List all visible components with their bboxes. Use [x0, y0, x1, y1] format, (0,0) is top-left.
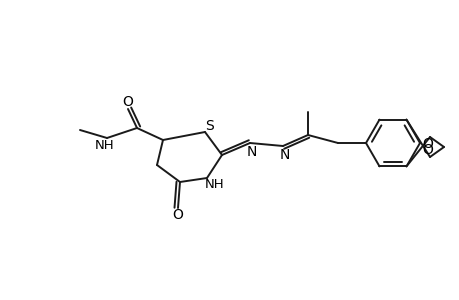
Text: S: S — [205, 119, 214, 133]
Text: O: O — [172, 208, 183, 222]
Text: O: O — [422, 137, 432, 151]
Text: N: N — [246, 145, 257, 159]
Text: O: O — [122, 95, 133, 109]
Text: NH: NH — [205, 178, 224, 190]
Text: N: N — [279, 148, 290, 162]
Text: NH: NH — [95, 139, 115, 152]
Text: O: O — [422, 143, 432, 157]
